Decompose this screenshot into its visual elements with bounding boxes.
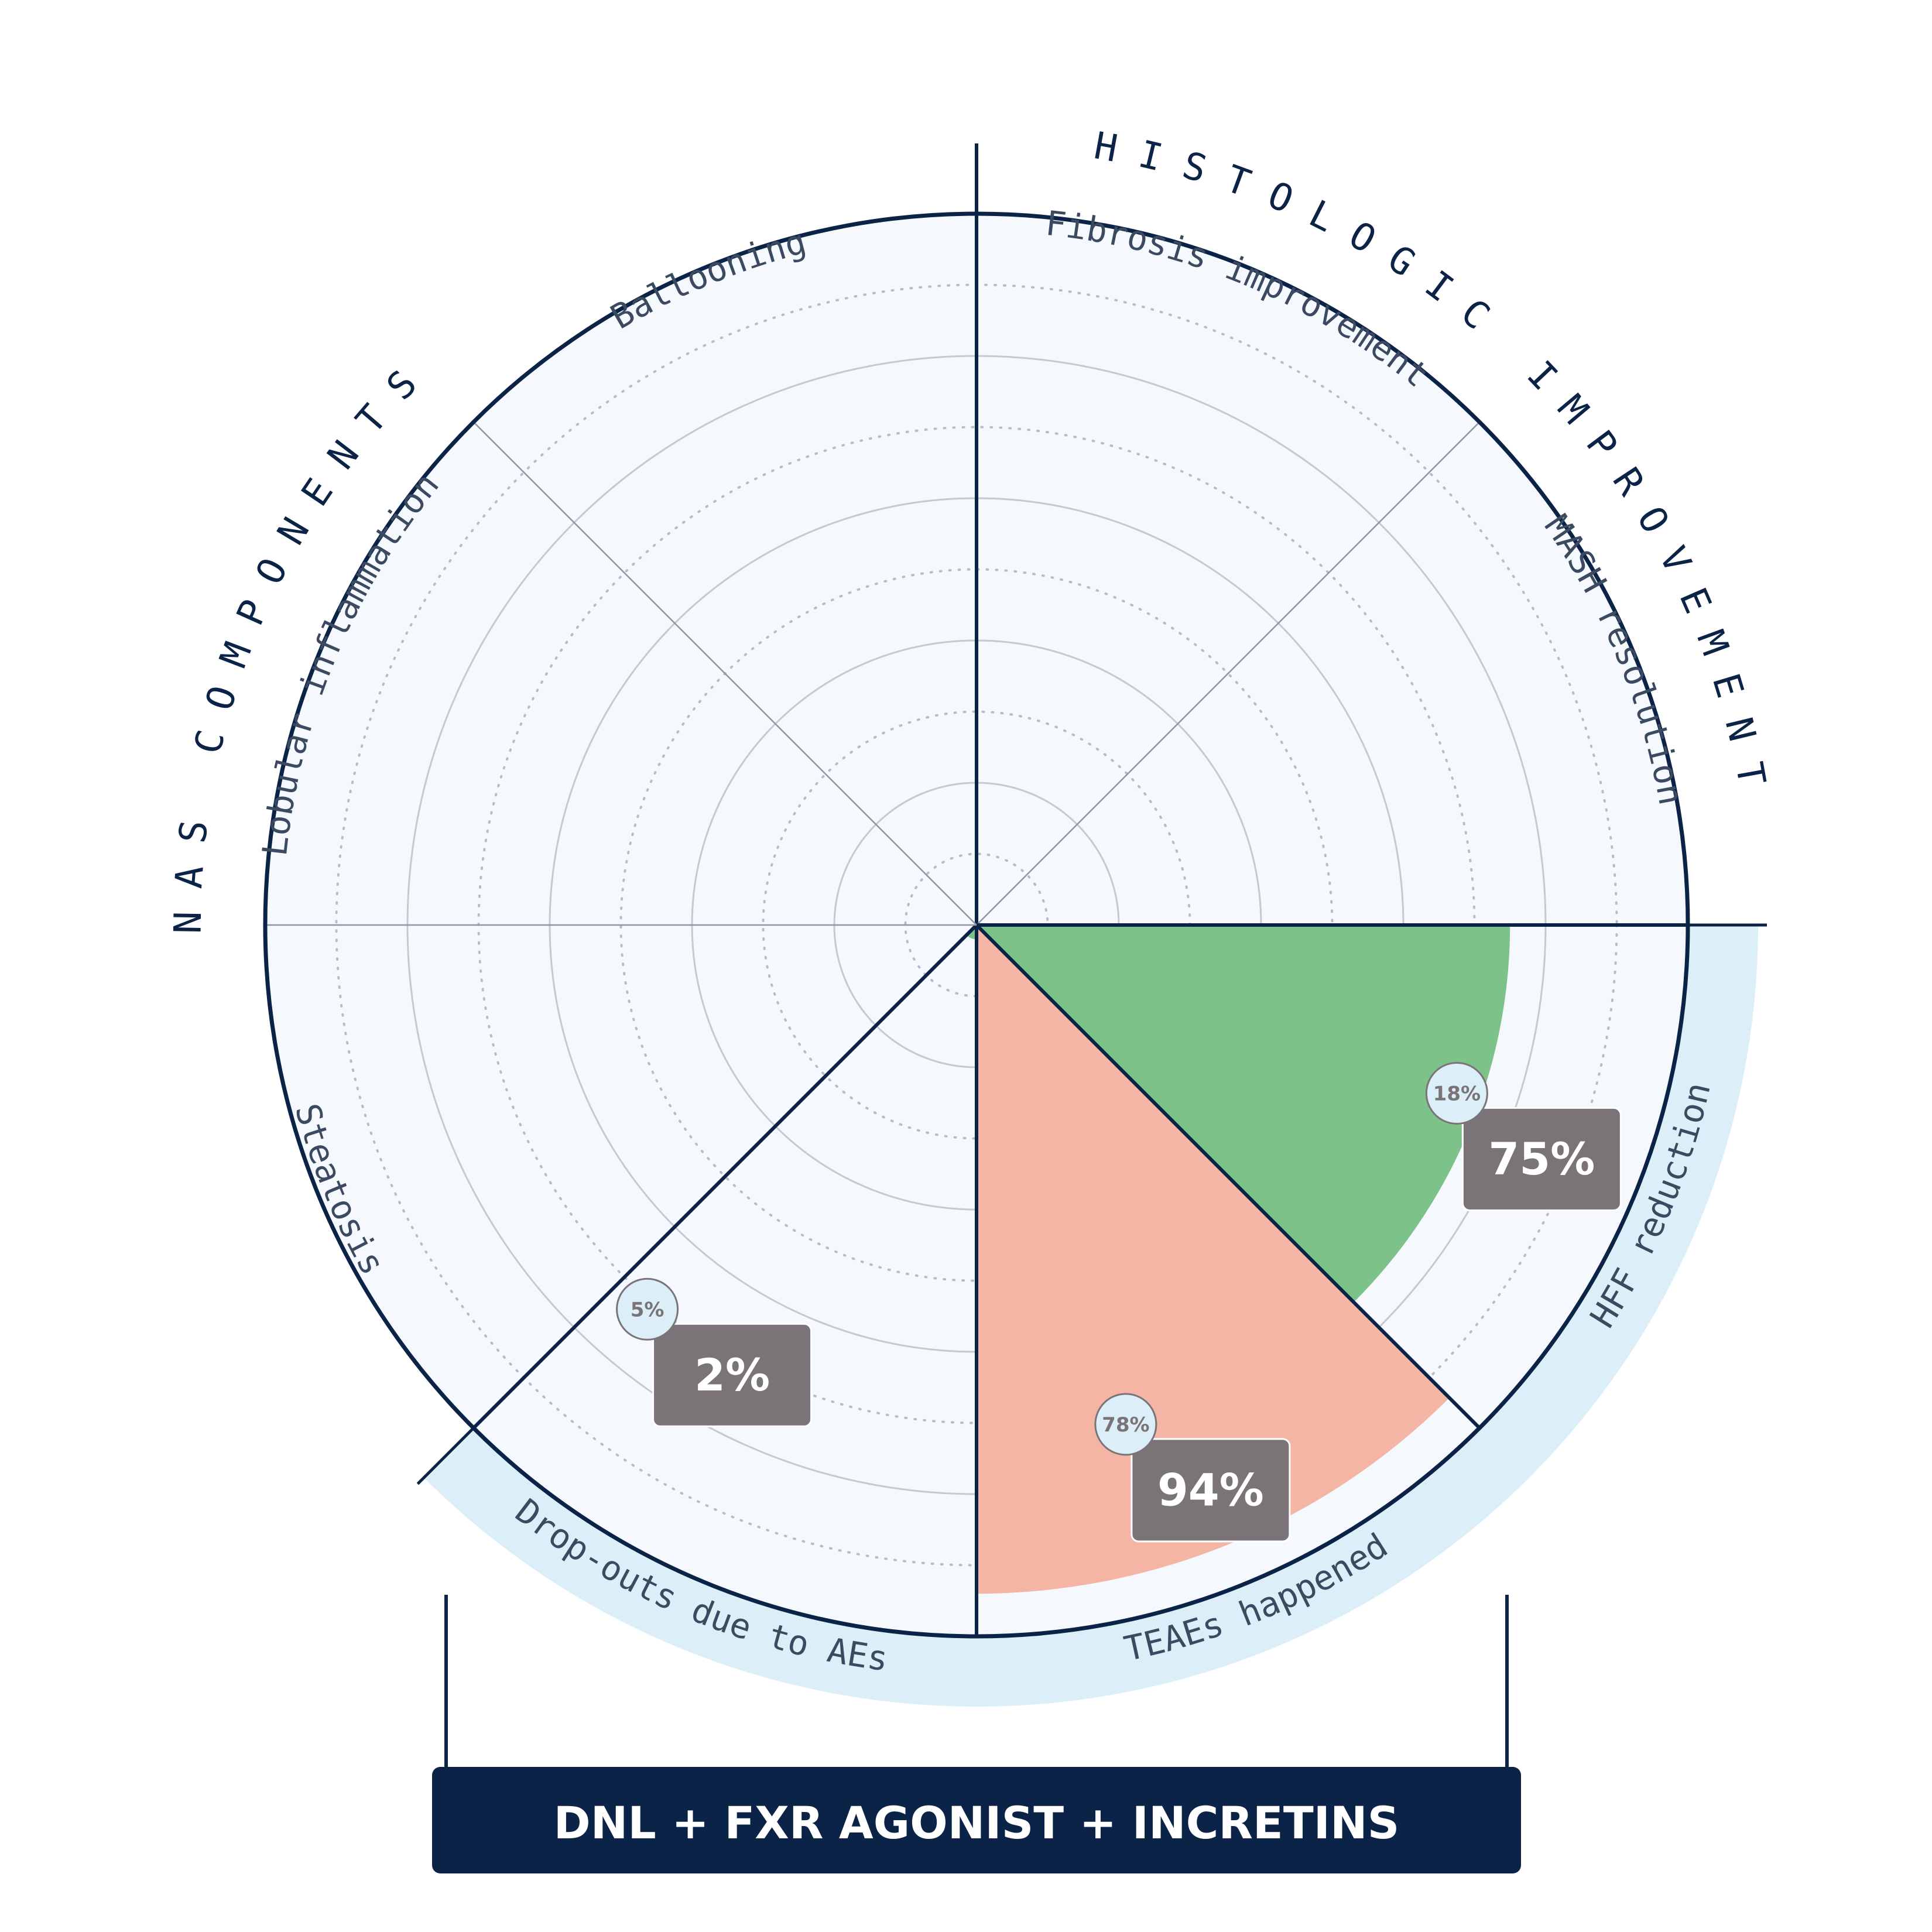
axis-layer <box>263 143 1767 1639</box>
value-label: 75% <box>1488 1133 1595 1185</box>
value-box <box>1131 1438 1291 1543</box>
band-divider <box>416 1427 475 1485</box>
outer-ring <box>263 211 1690 1639</box>
secondary-badge <box>1094 1393 1157 1456</box>
value-label: 2% <box>694 1349 770 1401</box>
radial-axis <box>975 923 1481 1430</box>
value-box <box>652 1323 813 1427</box>
radial-axis <box>976 421 1481 926</box>
highlight-band-layer <box>424 925 1758 1707</box>
value-box <box>1461 1107 1622 1211</box>
secondary-badge <box>616 1277 679 1341</box>
radial-axis <box>472 421 977 926</box>
bar-hff-reduction <box>977 925 1510 1303</box>
footer-title: DNL + FXR AGONIST + INCRETINS <box>554 1797 1400 1849</box>
secondary-label: 5% <box>631 1298 664 1321</box>
value-label-layer: 75% 18% 94% 78% 2% 5% <box>616 1061 1622 1543</box>
secondary-badge <box>1425 1061 1488 1125</box>
highlight-band <box>424 925 1758 1707</box>
secondary-label: 78% <box>1102 1413 1149 1437</box>
value-label: 94% <box>1157 1464 1264 1516</box>
secondary-label: 18% <box>1433 1082 1481 1105</box>
radial-axis <box>472 923 978 1430</box>
footer-banner <box>432 1767 1521 1873</box>
